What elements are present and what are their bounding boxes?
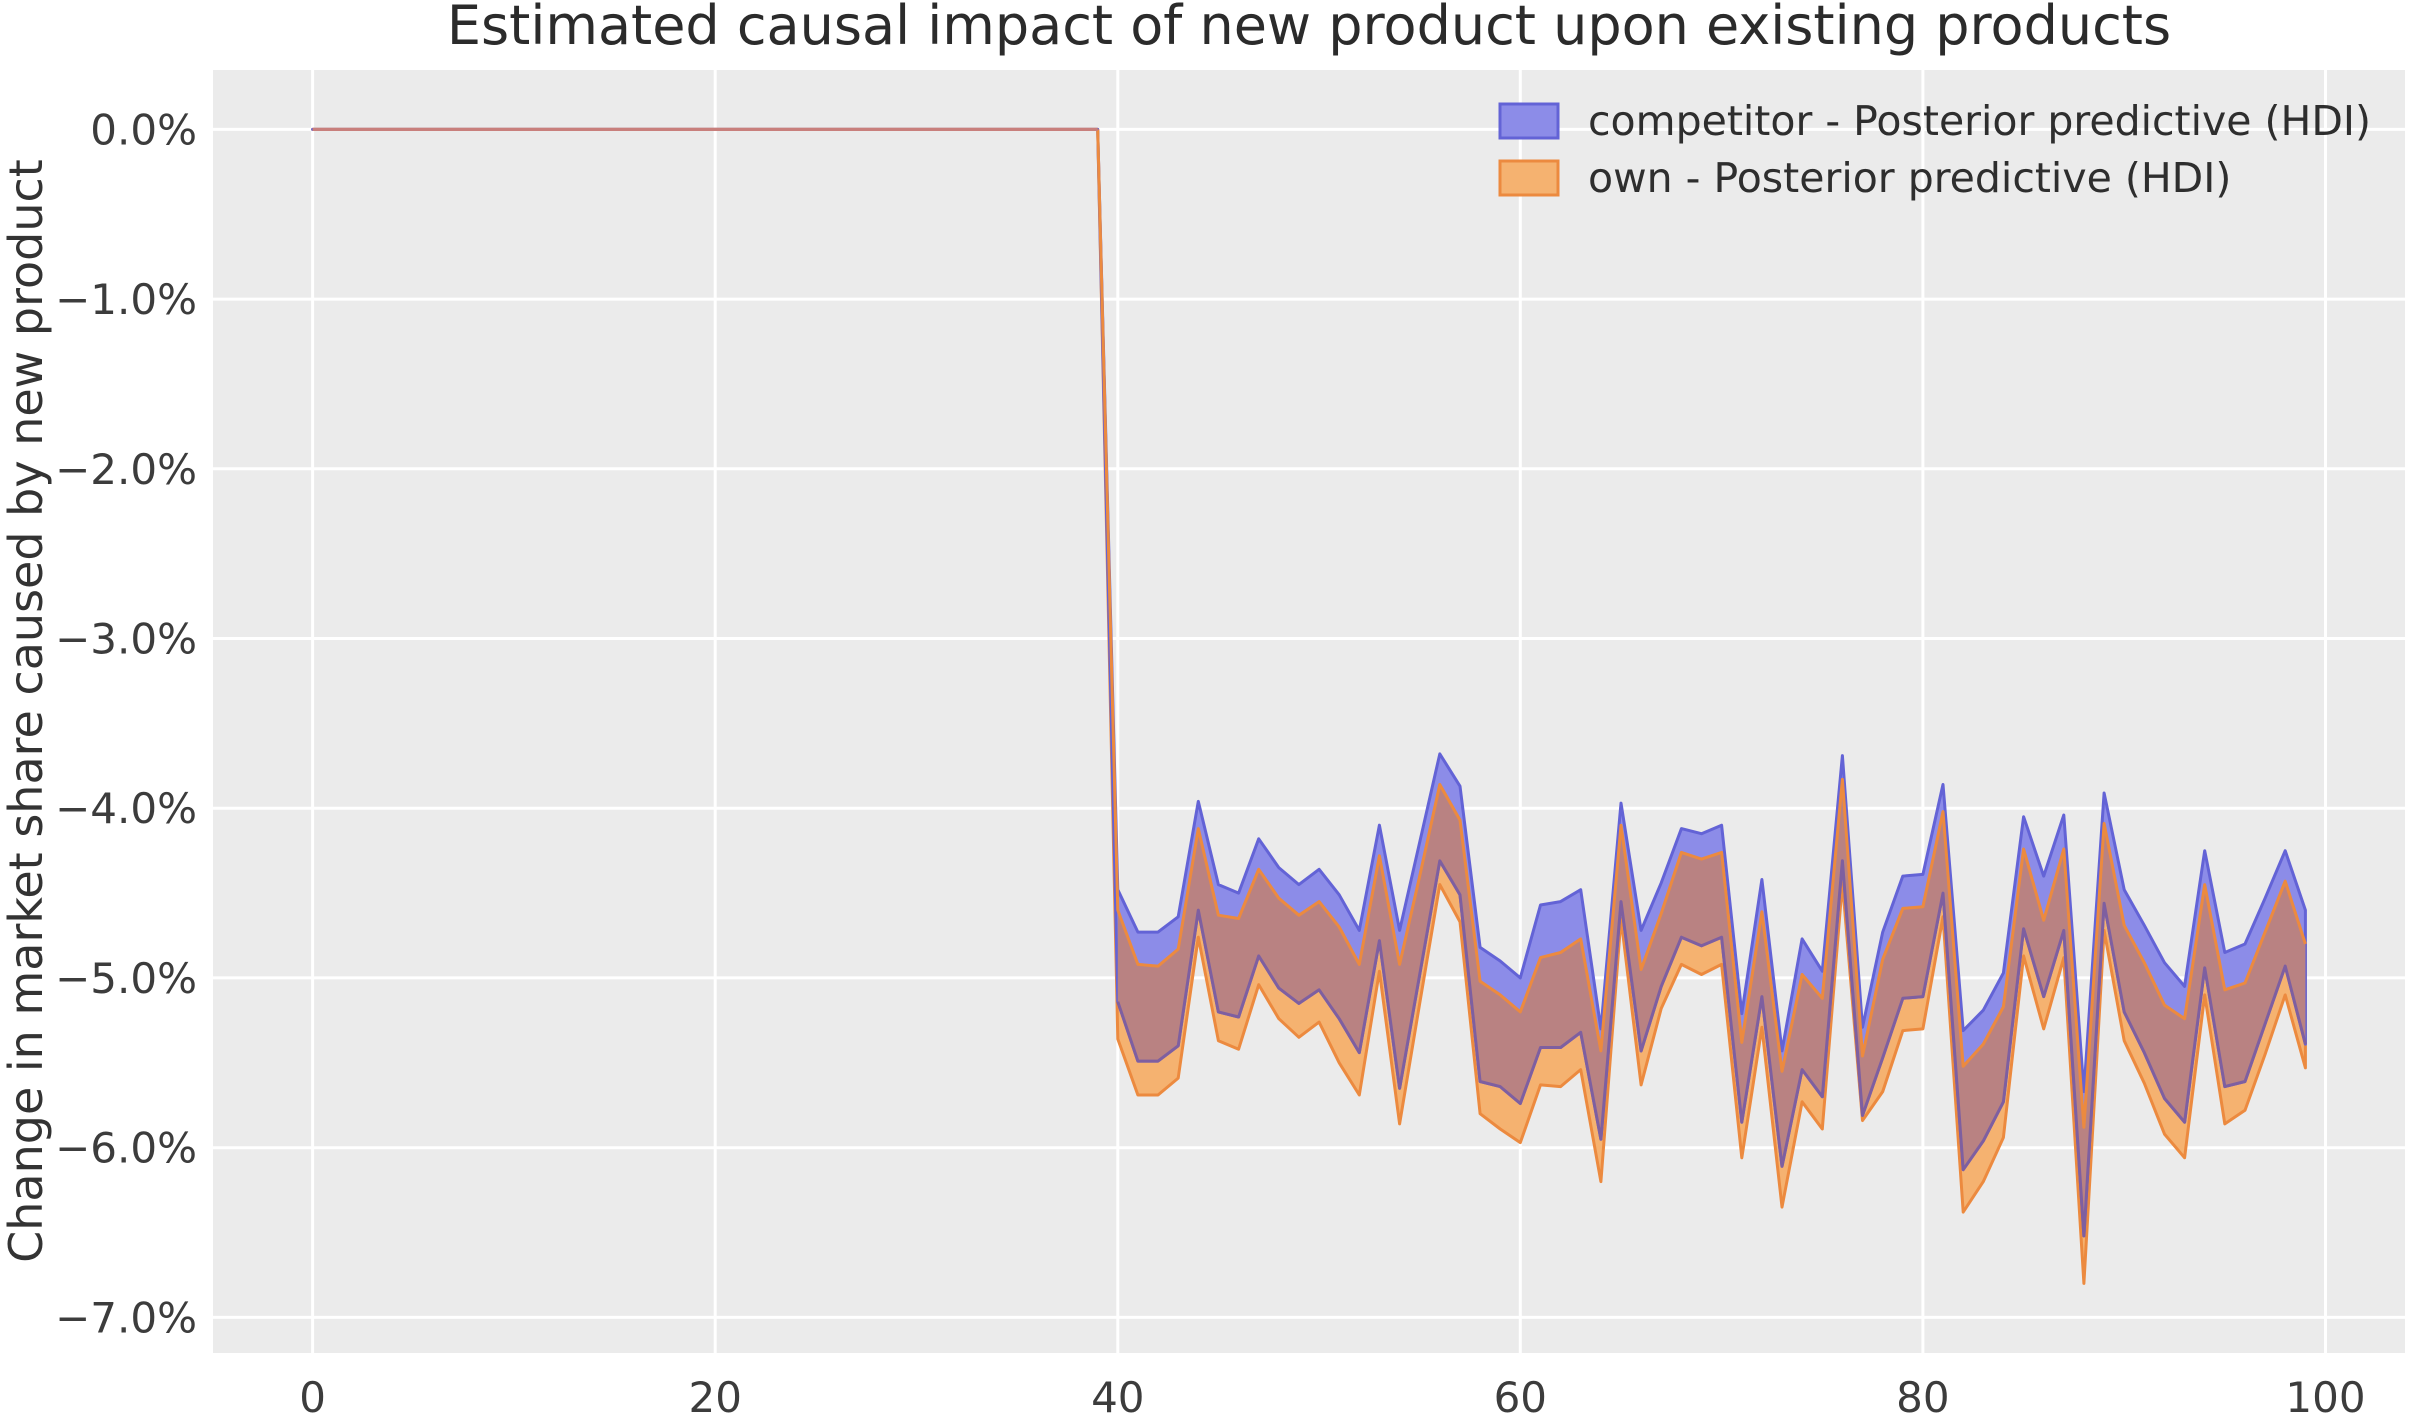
y-tick-label: −4.0% [55, 784, 197, 833]
gridlines [213, 70, 2405, 1353]
competitor-lower-edge [1116, 859, 2307, 1238]
legend-swatch-own [1498, 159, 1560, 197]
y-tick-label: −1.0% [55, 275, 197, 324]
legend-swatch-competitor [1498, 102, 1560, 140]
legend-label-competitor: competitor - Posterior predictive (HDI) [1588, 97, 2371, 145]
legend-label-own: own - Posterior predictive (HDI) [1588, 154, 2231, 202]
x-tick-label: 100 [2285, 1373, 2365, 1422]
x-tick-label: 0 [299, 1373, 326, 1422]
legend: competitor - Posterior predictive (HDI) … [1498, 97, 2371, 202]
x-tick-label: 40 [1091, 1373, 1144, 1422]
x-tick-label: 80 [1896, 1373, 1949, 1422]
y-tick-label: 0.0% [90, 105, 197, 154]
y-tick-label: −3.0% [55, 615, 197, 664]
y-tick-label: −6.0% [55, 1124, 197, 1173]
own-upper-edge [1096, 129, 2307, 1129]
x-axis-tick-labels: 0 20 40 60 80 100 [299, 1373, 2365, 1422]
hdi-overlap-region [1117, 779, 2306, 1236]
plot-area [213, 70, 2405, 1353]
x-tick-label: 20 [688, 1373, 741, 1422]
y-axis-tick-labels: 0.0% −1.0% −2.0% −3.0% −4.0% −5.0% −6.0% −7.0% [55, 105, 197, 1342]
y-tick-label: −5.0% [55, 954, 197, 1003]
y-axis-label: Change in market share caused by new pro… [0, 159, 53, 1263]
chart-title: Estimated causal impact of new product u… [447, 0, 2171, 57]
y-tick-label: −7.0% [55, 1293, 197, 1342]
x-tick-label: 60 [1494, 1373, 1547, 1422]
y-tick-label: −2.0% [55, 445, 197, 494]
